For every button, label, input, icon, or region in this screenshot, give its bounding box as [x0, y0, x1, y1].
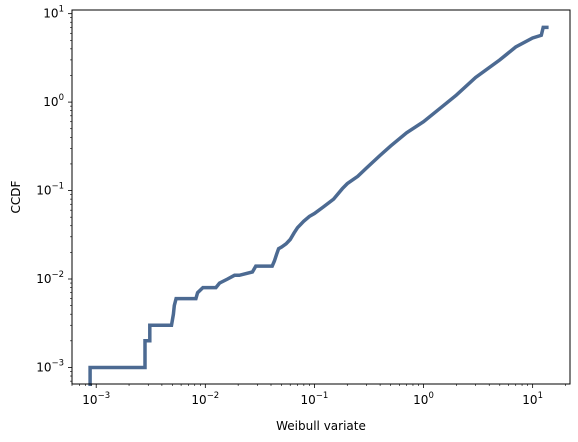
series-line-0: [88, 25, 549, 386]
x-tick-label: 101: [522, 391, 543, 407]
series-layer: [88, 25, 549, 386]
x-tick-label: 10−2: [191, 391, 219, 407]
y-tick-label: 10−3: [36, 358, 64, 374]
plot-frame: [71, 9, 571, 385]
y-tick-label: 100: [43, 93, 64, 109]
y-axis: 10−3 10−2 10−1 100 101: [36, 5, 72, 382]
x-tick-label: 10−3: [82, 391, 110, 407]
x-tick-label: 10−1: [301, 391, 329, 407]
y-axis-title: CCDF: [9, 180, 23, 213]
x-axis-title: Weibull variate: [276, 419, 366, 433]
y-tick-label: 101: [43, 5, 64, 21]
y-tick-label: 10−2: [36, 270, 64, 286]
x-axis: 10−3 10−2 10−1 100 101: [71, 384, 566, 407]
y-tick-label: 10−1: [36, 182, 64, 198]
x-tick-label: 100: [413, 391, 434, 407]
plot-background: [72, 10, 570, 384]
